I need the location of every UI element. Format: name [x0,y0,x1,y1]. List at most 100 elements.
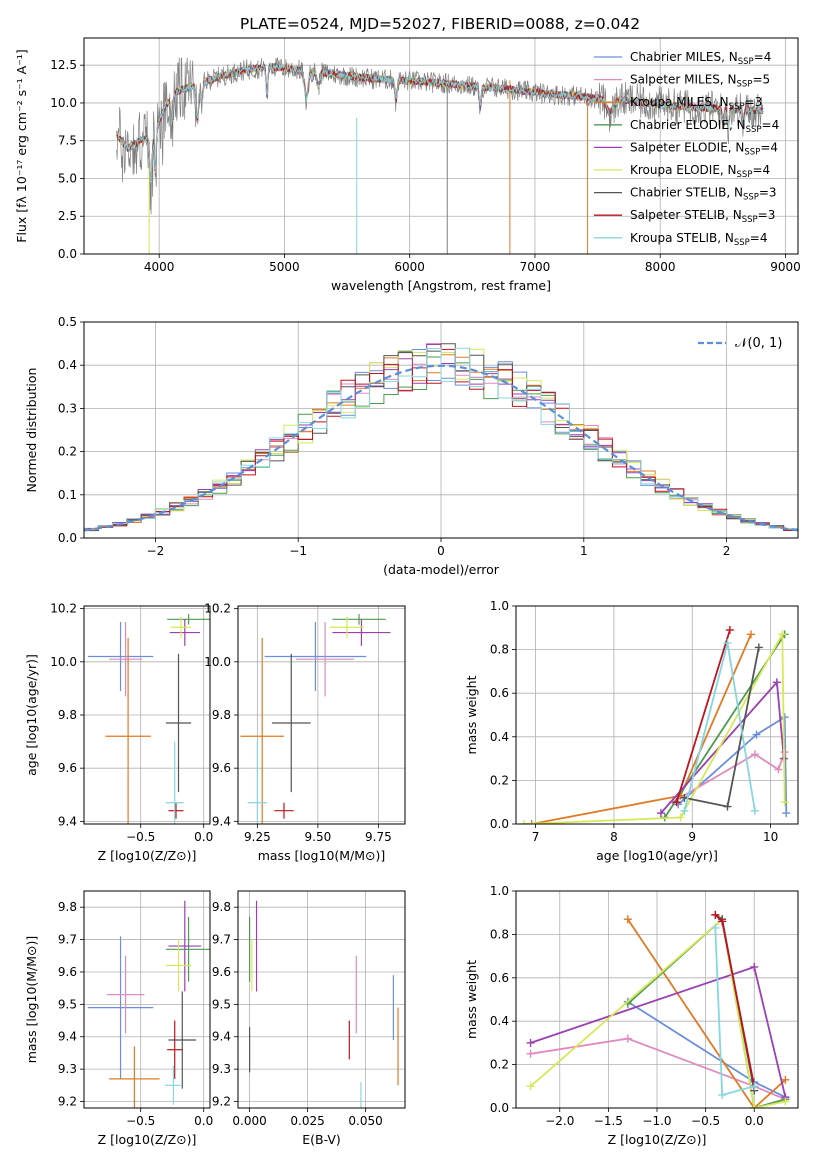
legend-label: Kroupa STELIB, NSSP=4 [630,231,768,248]
legend-label: Chabrier STELIB, NSSP=3 [630,186,777,203]
x-tick-label: 9.50 [305,830,332,844]
y-tick-label: 1.0 [490,884,509,898]
x-tick-label: 9 [688,830,696,844]
x-tick-label: 10 [763,830,778,844]
y-axis-label: age [log10(age/yr)] [24,654,39,776]
y-axis-label: mass weight [464,960,479,1039]
x-tick-label: 0.025 [290,1114,324,1128]
x-tick-label: −0.5 [691,1114,720,1128]
errorbar-point [87,621,154,692]
plot-layer: 4000 5000 6000 7000 8000 90000.02.55.07.510.0… [14,37,801,1147]
weight-line [530,917,786,1108]
y-tick-label: 9.6 [212,965,231,979]
legend-label: Salpeter STELIB, NSSP=3 [630,208,775,225]
y-tick-label: 0.8 [490,643,509,657]
weight-line [531,633,752,824]
legend-label: 𝒩(0, 1) [735,336,782,351]
spectrum-model-line [116,63,764,182]
x-tick-label: 0 [437,544,445,558]
y-tick-label: 0.4 [58,358,77,372]
x-axis-label: (data-model)/error [383,562,500,577]
y-tick-label: 10.2 [204,602,231,616]
x-tick-label: 9.25 [244,830,271,844]
y-tick-label: 0.2 [490,1058,509,1072]
y-tick-label: 7.5 [58,134,77,148]
y-tick-label: 12.5 [50,58,77,72]
y-tick-label: 9.3 [212,1062,231,1076]
legend-label: Chabrier ELODIE, NSSP=4 [630,118,779,135]
errorbar-point [332,613,386,625]
x-axis-label: E(B-V) [302,1132,341,1147]
y-tick-label: 0.2 [490,773,509,787]
y-tick-label: 0.6 [490,686,509,700]
errorbar-point [165,653,192,793]
x-tick-label: 0.000 [232,1114,266,1128]
plot-area [526,910,790,1108]
x-tick-label: 7 [532,830,540,844]
plot-area [116,57,764,254]
errorbar-point [247,741,268,824]
x-axis-label: Z [log10(Z/Z⊙)] [608,1132,707,1147]
x-tick-label: 5000 [269,260,300,274]
errorbar-point [274,802,294,819]
errorbar-point [169,619,200,646]
y-axis-label: mass [log10(M/M⊙)] [24,936,39,1064]
y-tick-label: 9.6 [58,965,77,979]
x-axis-label: age [log10(age/yr)] [596,848,718,863]
x-tick-label: 8000 [645,260,676,274]
errorbar-point [170,616,192,638]
x-tick-label: 1 [580,544,588,558]
x-tick-label: −1.5 [594,1114,623,1128]
y-tick-label: 10.0 [50,96,77,110]
x-axis-label: mass [log10(M/M⊙)] [258,848,386,863]
y-tick-label: 9.6 [212,761,231,775]
errorbar-point [168,900,202,992]
plot-area [240,613,391,824]
x-axis-label: Z [log10(Z/Z⊙)] [98,848,197,863]
spectrum-model-line [116,62,764,183]
legend: Chabrier MILES, NSSP=4 Salpeter MILES, NS… [594,50,779,248]
y-tick-label: 0.0 [58,531,77,545]
plot-area [87,613,210,824]
errorbar-point [167,613,210,625]
y-tick-label: 0.3 [58,401,77,415]
y-tick-label: 9.5 [58,997,77,1011]
x-tick-label: −1.0 [642,1114,671,1128]
x-axis-label: wavelength [Angstrom, rest frame] [331,278,551,293]
plot-area [87,900,210,1108]
errorbar-point [87,936,154,1079]
y-tick-label: 10.0 [204,655,231,669]
errorbar-point [332,619,391,646]
errorbar-point [164,1065,183,1105]
weight-line [672,751,786,803]
y-tick-label: 9.8 [212,900,231,914]
y-tick-label: 9.2 [212,1095,231,1109]
panel-mass-vs-ebv: 0.000 0.025 0.050 9.2 9.3 9.4 9.5 9.6 9.7 9.8 E(B-… [212,890,406,1147]
x-tick-label: −0.5 [126,1114,155,1128]
axes-frame [83,37,799,255]
axes-frame [83,890,211,1109]
weight-line [675,629,731,803]
panel-weight-vs-age: 7 8 9 10 0.0 0.2 0.4 0.6 0.8 1.0 age [log10(age/yr… [464,599,799,863]
errorbar-point [105,637,151,824]
panel-age-vs-mass: 9.25 9.50 9.75 9.4 9.6 9.8 10.0 10.2 mass [log10… [204,602,406,863]
panel-mass-vs-Z: −0.5 0.0 9.2 9.3 9.4 9.5 9.6 9.7 9.8 Z [log10(Z/Z… [24,890,213,1147]
y-tick-label: 9.4 [58,814,77,828]
weight-line [523,630,786,824]
y-tick-label: 2.5 [58,209,77,223]
panel-spectrum: 4000 5000 6000 7000 8000 9000 0.0 2.5 5.0 7.5 10.0… [14,37,801,293]
legend-label: Salpeter ELODIE, NSSP=4 [630,140,778,157]
y-tick-label: 0.8 [490,927,509,941]
y-tick-label: 0.2 [58,445,77,459]
y-tick-label: 9.8 [212,708,231,722]
axes-frame [515,605,799,825]
x-tick-label: −0.5 [126,830,155,844]
y-tick-label: 9.8 [58,900,77,914]
weight-line [627,918,787,1108]
x-tick-label: 8 [610,830,618,844]
plot-area [84,343,798,532]
x-tick-label: 9.75 [365,830,392,844]
x-tick-label: 0.0 [194,830,213,844]
y-tick-label: 9.6 [58,761,77,775]
